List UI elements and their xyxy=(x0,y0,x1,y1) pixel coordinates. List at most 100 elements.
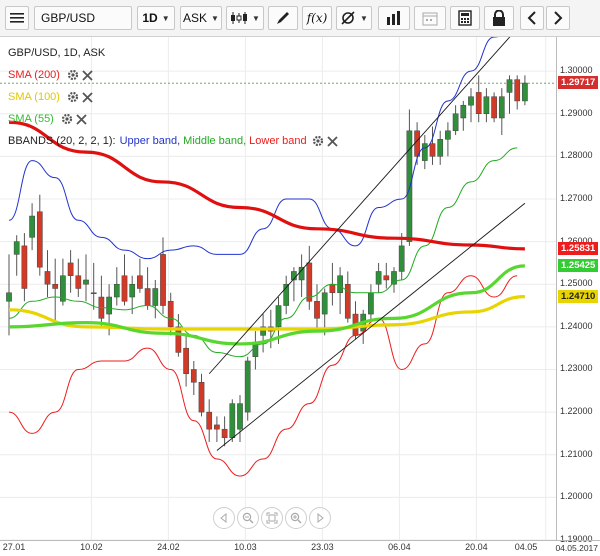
close-icon[interactable] xyxy=(76,113,87,125)
candle-bearish xyxy=(21,245,28,289)
candle-bullish xyxy=(398,245,405,272)
price-tick-label: 1.23000 xyxy=(560,363,593,374)
symbol-selector[interactable]: GBP/USD xyxy=(34,6,132,30)
candle-bearish xyxy=(491,96,497,119)
candle-bearish xyxy=(344,283,351,319)
price-side-label: ASK xyxy=(183,11,208,25)
candle-bullish xyxy=(368,292,374,315)
bbands-middle-label: Middle band, xyxy=(183,135,247,147)
timeframe-label: 1D xyxy=(142,11,158,25)
price-tag: 1.25425 xyxy=(558,259,599,273)
candle-bearish xyxy=(36,211,43,268)
candle-bullish xyxy=(6,292,12,302)
candle-bearish xyxy=(144,288,151,306)
gear-icon[interactable] xyxy=(67,69,79,81)
trend-line xyxy=(216,202,526,451)
candle-bullish xyxy=(437,139,444,157)
calculator-button[interactable] xyxy=(450,6,480,30)
legend-title-text: GBP/USD, 1D, ASK xyxy=(8,47,106,59)
zoom-in-icon xyxy=(290,512,302,524)
pencil-draw-icon xyxy=(277,12,289,24)
price-tick-label: 1.22000 xyxy=(560,406,593,417)
legend-sma200: SMA (200) xyxy=(8,64,338,86)
price-tick-label: 1.29000 xyxy=(560,107,593,118)
bar-volume-icon xyxy=(387,11,400,25)
price-axis[interactable]: 1.30000 1.29000 1.28000 1.27000 1.26000 1.250… xyxy=(556,37,600,544)
crosshair-settings-button[interactable]: ▼ xyxy=(336,6,372,30)
price-tick-label: 1.30000 xyxy=(560,65,593,76)
candle-bearish xyxy=(44,271,51,285)
candle-bullish xyxy=(229,403,236,438)
legend-sma100: SMA (100) xyxy=(8,86,338,108)
candle-bearish xyxy=(198,382,205,413)
candle-bearish xyxy=(475,92,482,114)
candle-bearish xyxy=(206,411,213,430)
candle-bullish xyxy=(375,271,382,285)
series-lower-band xyxy=(8,275,518,477)
sma100-label: SMA (100) xyxy=(8,91,60,103)
series-sma-55 xyxy=(8,264,526,346)
candle-bullish xyxy=(60,275,66,302)
candle-bearish xyxy=(306,262,313,302)
candle-bullish xyxy=(244,360,251,413)
next-arrow-button[interactable] xyxy=(546,6,570,30)
time-tick-label: 24.02 xyxy=(157,542,180,552)
close-icon[interactable] xyxy=(82,91,93,103)
candle-bearish xyxy=(183,347,189,375)
time-axis[interactable]: 04.05.2017 27.01 10.02 24.02 10.03 23.03 06.0… xyxy=(0,540,600,556)
bar-volume-button[interactable] xyxy=(378,6,410,30)
lock-button[interactable] xyxy=(484,6,514,30)
scroll-left-icon xyxy=(220,513,227,523)
candlestick-type-button[interactable]: ▼ xyxy=(226,6,264,30)
price-tick-label: 1.26000 xyxy=(560,235,593,246)
candle-bullish xyxy=(298,266,305,281)
gear-icon[interactable] xyxy=(312,135,324,147)
candle-bearish xyxy=(160,254,166,306)
time-tick-label: 27.01 xyxy=(2,542,26,552)
price-chart-plot[interactable] xyxy=(0,37,556,540)
series-sma-100 xyxy=(8,294,525,331)
candle-bullish xyxy=(421,143,428,161)
candle-bullish xyxy=(83,279,89,285)
legend-sma55: SMA (55) xyxy=(8,108,338,130)
close-icon[interactable] xyxy=(82,69,93,81)
candle-bullish xyxy=(522,82,528,102)
candle-bearish xyxy=(514,79,521,102)
candle-bearish xyxy=(329,283,336,294)
candle-bullish xyxy=(498,96,505,119)
candle-bullish xyxy=(391,271,397,285)
time-axis-date-label: 04.05.2017 xyxy=(555,543,598,553)
price-tick-label: 1.19000 xyxy=(560,534,593,544)
hamburger-menu-icon[interactable] xyxy=(5,6,29,30)
scroll-left-button[interactable] xyxy=(213,507,235,529)
bbands-lower-label: Lower band xyxy=(249,135,307,147)
series-middle-band xyxy=(8,147,518,358)
candle-bearish xyxy=(52,283,59,289)
candle-bearish xyxy=(175,326,182,353)
reset-view-button[interactable] xyxy=(261,507,283,529)
prev-arrow-button[interactable] xyxy=(520,6,544,30)
bbands-label: BBANDS (20, 2, 2, 1): xyxy=(8,135,116,147)
function-indicators-button[interactable]: f(x) xyxy=(302,6,332,30)
zoom-out-button[interactable] xyxy=(237,507,259,529)
zoom-in-button[interactable] xyxy=(285,507,307,529)
candle-bullish xyxy=(283,283,290,306)
candle-bullish xyxy=(460,104,467,119)
function-indicators-icon: f(x) xyxy=(306,11,328,25)
close-icon[interactable] xyxy=(327,135,338,147)
price-tick-label: 1.24000 xyxy=(560,320,593,331)
chart-legend: GBP/USD, 1D, ASK SMA (200) SMA (100) SMA… xyxy=(8,42,338,152)
candle-bullish xyxy=(152,288,159,306)
candle-bullish xyxy=(13,241,20,255)
candle-bullish xyxy=(113,283,120,298)
gear-icon[interactable] xyxy=(67,91,79,103)
pencil-draw-button[interactable] xyxy=(268,6,298,30)
chevron-down-icon: ▼ xyxy=(360,13,368,23)
trend-line xyxy=(208,37,511,375)
calendar-button[interactable] xyxy=(414,6,446,30)
price-side-selector[interactable]: ASK ▼ xyxy=(180,6,222,30)
gear-icon[interactable] xyxy=(61,113,73,125)
timeframe-selector[interactable]: 1D ▼ xyxy=(137,6,175,30)
scroll-right-button[interactable] xyxy=(309,507,331,529)
